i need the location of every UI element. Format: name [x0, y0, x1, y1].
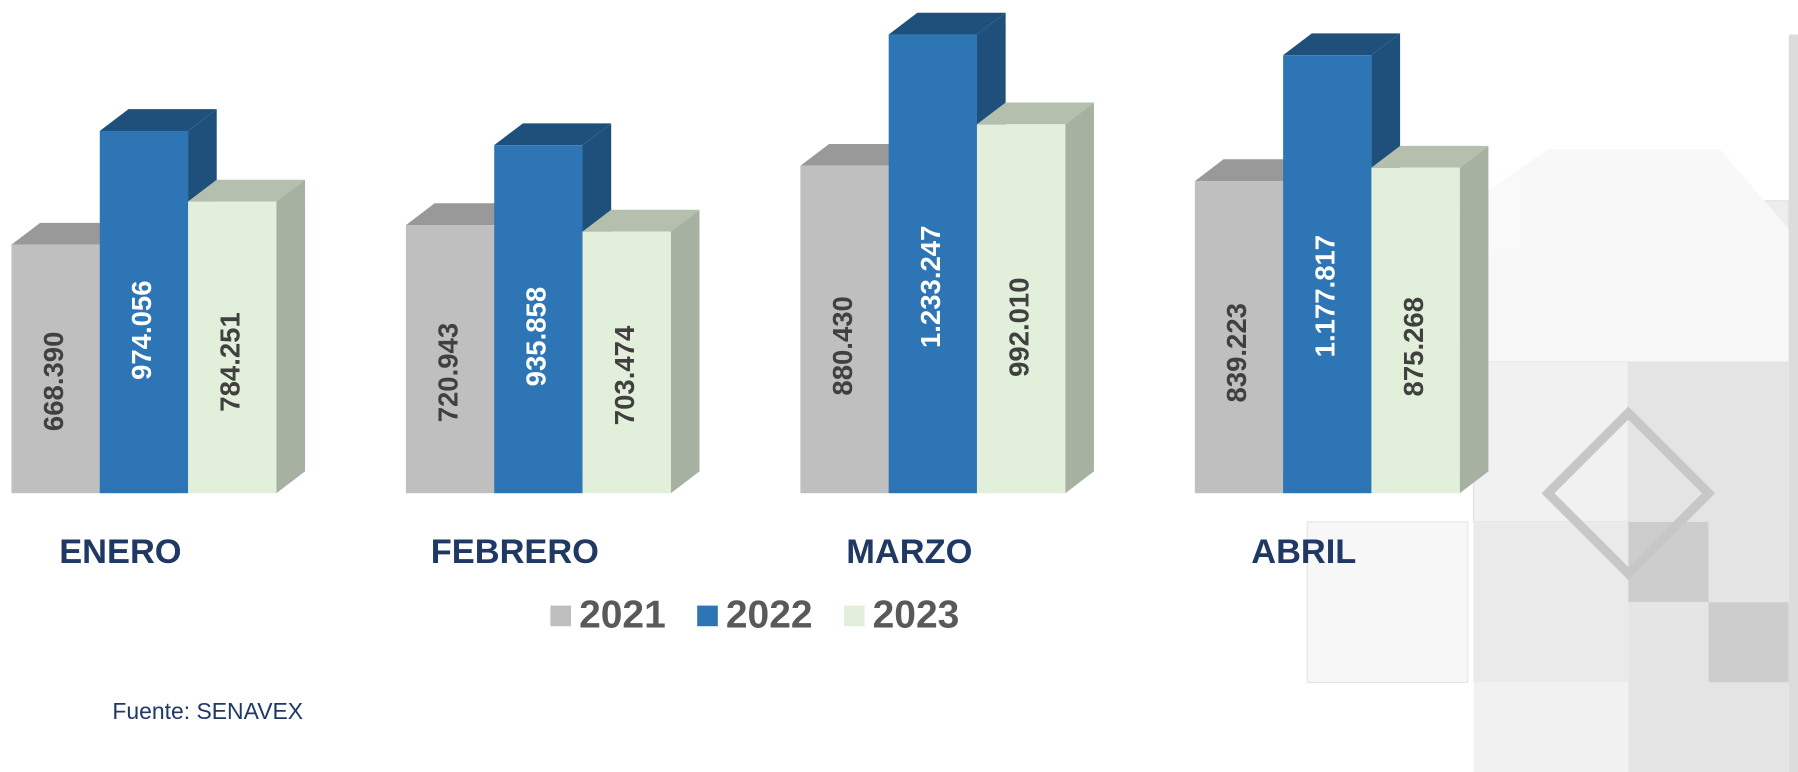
category-label: MARZO: [846, 533, 972, 571]
category-label: FEBRERO: [431, 533, 599, 571]
bar: [494, 145, 583, 494]
bar-side: [1065, 102, 1094, 494]
bar-top: [99, 109, 217, 131]
legend-swatch: [843, 605, 865, 627]
bar-top: [976, 102, 1094, 125]
category-label: ENERO: [59, 533, 181, 571]
legend-label: 2022: [726, 593, 813, 636]
value-label: 1.233.247: [915, 226, 946, 348]
bar: [405, 225, 495, 494]
bar-top: [188, 179, 306, 202]
background-pattern: [1306, 34, 1798, 772]
bar-side: [670, 209, 700, 494]
bar: [1371, 167, 1460, 494]
value-label: 668.390: [38, 332, 69, 431]
bar: [99, 130, 189, 494]
bar-top: [494, 123, 612, 146]
bar: [1194, 181, 1284, 494]
value-label: 974.056: [126, 280, 157, 379]
value-label: 839.223: [1221, 303, 1252, 402]
legend-swatch: [697, 605, 718, 627]
bar-side: [276, 179, 306, 494]
bar-top: [888, 12, 1006, 35]
legend-label: 2023: [873, 593, 960, 636]
bar: [11, 244, 100, 494]
bar: [976, 124, 1066, 494]
bar-top: [405, 203, 523, 226]
bar-side: [1459, 145, 1489, 494]
value-label: 875.268: [1398, 297, 1429, 396]
bar-top: [11, 222, 129, 245]
value-label: 784.251: [214, 312, 245, 411]
category-label: ABRIL: [1251, 533, 1356, 571]
bar-top: [1371, 145, 1489, 168]
value-label: 992.010: [1003, 277, 1034, 376]
value-label: 1.177.817: [1310, 235, 1341, 357]
bar-top: [1283, 33, 1401, 56]
legend-swatch: [550, 605, 572, 627]
value-label: 720.943: [432, 323, 463, 422]
bar: [888, 34, 977, 494]
bar: [1283, 55, 1372, 494]
value-label: 703.474: [609, 325, 640, 425]
legend-label: 2021: [579, 593, 666, 636]
value-label: 880.430: [827, 296, 858, 395]
bar-top: [582, 209, 700, 232]
source-note: Fuente: SENAVEX: [112, 698, 303, 724]
bar-top: [1194, 159, 1312, 182]
bar: [582, 231, 671, 494]
bar: [188, 201, 277, 494]
bar: [800, 165, 889, 494]
bar-top: [800, 143, 918, 166]
value-label: 935.858: [521, 287, 552, 386]
